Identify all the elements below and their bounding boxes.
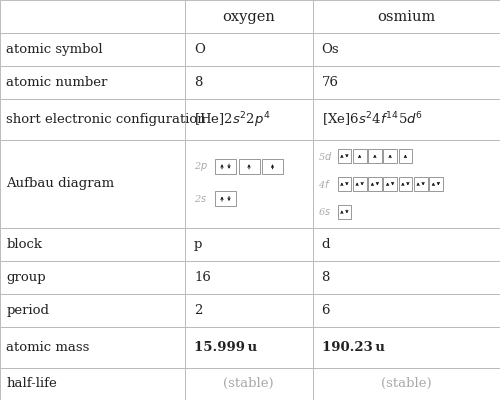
Bar — [0, 0, 185, 33]
Text: Os: Os — [322, 43, 339, 56]
Text: atomic symbol: atomic symbol — [6, 43, 103, 56]
Bar — [0, 260, 185, 294]
Bar — [185, 66, 312, 99]
Text: atomic number: atomic number — [6, 76, 108, 89]
Bar — [0, 140, 185, 228]
Bar — [238, 159, 260, 174]
Bar — [312, 33, 500, 66]
Text: half-life: half-life — [6, 378, 57, 390]
Text: O: O — [194, 43, 205, 56]
Bar — [0, 368, 185, 400]
Text: 76: 76 — [322, 76, 338, 89]
Bar — [384, 149, 397, 163]
Bar — [215, 191, 236, 206]
Bar — [312, 66, 500, 99]
Text: [Xe]6$s^2$4$f^{14}$5$d^6$: [Xe]6$s^2$4$f^{14}$5$d^6$ — [322, 110, 422, 129]
Text: Aufbau diagram: Aufbau diagram — [6, 178, 114, 190]
Bar — [262, 159, 283, 174]
Bar — [0, 294, 185, 327]
Text: short electronic configuration: short electronic configuration — [6, 113, 206, 126]
Text: 5$d$: 5$d$ — [318, 150, 333, 162]
Bar — [185, 368, 312, 400]
Bar — [185, 0, 312, 33]
Bar — [185, 228, 312, 260]
Bar — [312, 140, 500, 228]
Text: block: block — [6, 238, 43, 250]
Text: atomic mass: atomic mass — [6, 341, 90, 354]
Bar — [338, 177, 351, 191]
Text: 16: 16 — [194, 270, 211, 284]
Bar — [185, 140, 312, 228]
Bar — [353, 177, 366, 191]
Text: p: p — [194, 238, 202, 250]
Bar — [215, 159, 236, 174]
Bar — [312, 368, 500, 400]
Text: group: group — [6, 270, 46, 284]
Bar — [185, 294, 312, 327]
Bar — [398, 177, 412, 191]
Text: period: period — [6, 304, 50, 316]
Bar — [312, 228, 500, 260]
Bar — [185, 327, 312, 368]
Bar — [414, 177, 428, 191]
Text: 6: 6 — [322, 304, 330, 316]
Text: 2$p$: 2$p$ — [194, 160, 208, 173]
Bar — [185, 99, 312, 140]
Text: 2$s$: 2$s$ — [194, 193, 207, 204]
Bar — [398, 149, 412, 163]
Text: 8: 8 — [194, 76, 202, 89]
Bar — [185, 260, 312, 294]
Text: 6$s$: 6$s$ — [318, 206, 332, 217]
Text: d: d — [322, 238, 330, 250]
Bar — [368, 177, 382, 191]
Bar — [338, 205, 351, 219]
Bar — [384, 177, 397, 191]
Bar — [312, 327, 500, 368]
Bar — [185, 33, 312, 66]
Text: 8: 8 — [322, 270, 330, 284]
Bar — [338, 149, 351, 163]
Bar — [368, 149, 382, 163]
Bar — [0, 66, 185, 99]
Text: 2: 2 — [194, 304, 202, 316]
Bar — [353, 149, 366, 163]
Bar — [0, 327, 185, 368]
Text: osmium: osmium — [377, 10, 436, 24]
Bar — [0, 99, 185, 140]
Bar — [312, 294, 500, 327]
Text: 4$f$: 4$f$ — [318, 178, 332, 190]
Bar — [429, 177, 443, 191]
Text: (stable): (stable) — [381, 378, 432, 390]
Bar — [312, 99, 500, 140]
Text: oxygen: oxygen — [222, 10, 275, 24]
Text: [He]2$s^2$2$p^4$: [He]2$s^2$2$p^4$ — [194, 110, 270, 130]
Bar — [0, 33, 185, 66]
Text: (stable): (stable) — [224, 378, 274, 390]
Text: 15.999 u: 15.999 u — [194, 341, 257, 354]
Bar — [312, 260, 500, 294]
Text: 190.23 u: 190.23 u — [322, 341, 384, 354]
Bar — [0, 228, 185, 260]
Bar — [312, 0, 500, 33]
